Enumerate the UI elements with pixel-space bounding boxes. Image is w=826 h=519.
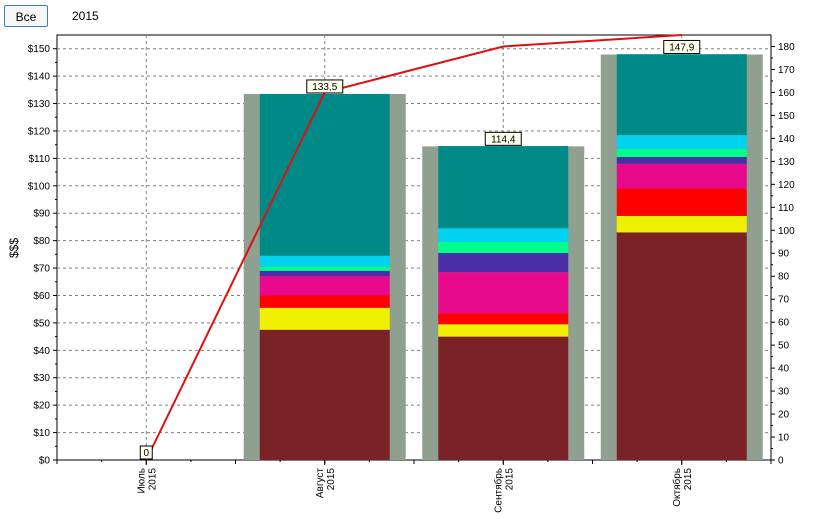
total-label-box bbox=[139, 445, 153, 460]
x-tick-label-year: 2015 bbox=[683, 468, 694, 491]
bar-segment bbox=[616, 188, 747, 216]
bar-segment bbox=[438, 242, 569, 253]
bar-segment bbox=[438, 336, 569, 460]
y-axis-left: $0 $10 $20 $30 $40 $50 $60 $70 $80 $90 $100 $110 $12… bbox=[28, 44, 57, 467]
x-tick-label-month: Июль bbox=[136, 468, 147, 494]
x-tick-label-month: Октябрь bbox=[671, 468, 683, 507]
y-tick-label: $10 bbox=[33, 428, 50, 439]
y2-tick-label: 140 bbox=[778, 134, 795, 145]
y-tick-label: $40 bbox=[33, 346, 50, 357]
bar-segment bbox=[259, 93, 390, 256]
y-tick-label: $130 bbox=[28, 99, 51, 110]
y-tick-label: $150 bbox=[28, 44, 51, 55]
y2-tick-label: 170 bbox=[778, 65, 795, 76]
toolbar: Все 2015 bbox=[0, 0, 826, 34]
y2-tick-label: 70 bbox=[778, 295, 790, 306]
tab-year-2015[interactable]: 2015 bbox=[72, 9, 99, 23]
bar-segment bbox=[259, 276, 390, 296]
y2-tick-label: 90 bbox=[778, 249, 790, 260]
y-axis-right: 0 10 20 30 40 50 60 70 80 90 100 110 120 130 140 150 160… bbox=[771, 42, 795, 467]
y-tick-label: $110 bbox=[28, 154, 50, 165]
total-label: 114,4 bbox=[491, 134, 516, 145]
y-tick-label: $80 bbox=[33, 236, 50, 247]
bar-segment bbox=[438, 324, 569, 337]
y2-tick-label: 130 bbox=[778, 157, 795, 168]
y2-tick-label: 20 bbox=[778, 410, 790, 421]
bar-segment bbox=[259, 329, 390, 460]
bar-segment bbox=[438, 252, 569, 273]
bars bbox=[243, 54, 763, 461]
bar-segment bbox=[259, 255, 390, 267]
cumulative-line-path bbox=[145, 34, 682, 461]
y2-tick-label: 0 bbox=[778, 456, 784, 467]
bar-segment bbox=[616, 135, 747, 149]
y-tick-label: $120 bbox=[28, 126, 51, 137]
y2-tick-label: 160 bbox=[778, 88, 795, 99]
y-tick-label: $70 bbox=[33, 264, 50, 275]
y2-tick-label: 100 bbox=[778, 226, 795, 237]
x-tick-label-year: 2015 bbox=[147, 468, 158, 491]
y2-tick-label: 60 bbox=[778, 318, 790, 329]
y2-tick-label: 10 bbox=[778, 433, 790, 444]
y-tick-label: $140 bbox=[28, 72, 51, 83]
total-labels: 0 133,5 114,4 147,9 bbox=[139, 39, 701, 460]
y2-tick-label: 110 bbox=[778, 203, 794, 214]
bar-segment bbox=[616, 163, 747, 189]
tab-all-button[interactable]: Все bbox=[4, 5, 48, 27]
x-tick-label-year: 2015 bbox=[504, 468, 515, 491]
total-label: 147,9 bbox=[669, 42, 694, 53]
cumulative-line bbox=[145, 34, 682, 461]
total-label-box bbox=[663, 39, 701, 54]
y-tick-label: $60 bbox=[33, 291, 50, 302]
x-tick-label-month: Сентябрь bbox=[492, 468, 504, 513]
y2-tick-label: 120 bbox=[778, 180, 795, 191]
y2-tick-label: 80 bbox=[778, 272, 790, 283]
bar-segment bbox=[616, 148, 747, 158]
bar-segment bbox=[438, 228, 569, 243]
bar-segment bbox=[259, 295, 390, 308]
y-axis-label: $$$ bbox=[7, 238, 21, 258]
bar-segment bbox=[259, 266, 390, 271]
bar-segment bbox=[616, 54, 747, 136]
total-label-box bbox=[484, 131, 522, 146]
y-tick-label: $30 bbox=[33, 373, 50, 384]
y2-tick-label: 40 bbox=[778, 364, 790, 375]
bar-segment bbox=[616, 157, 747, 164]
x-tick-label-month: Август bbox=[315, 468, 326, 499]
total-label: 0 bbox=[143, 448, 149, 459]
y2-tick-label: 30 bbox=[778, 387, 790, 398]
bar-segment bbox=[438, 313, 569, 325]
bar-segment bbox=[259, 307, 390, 330]
x-tick-label-year: 2015 bbox=[326, 468, 337, 491]
x-axis: Июль 2015 Август 2015 Сентябрь 2015 Октябрь 201… bbox=[56, 460, 772, 513]
y2-tick-label: 180 bbox=[778, 42, 795, 53]
bar-segment bbox=[616, 215, 747, 233]
total-label-box bbox=[306, 79, 344, 94]
y2-tick-label: 50 bbox=[778, 341, 790, 352]
bar-segment bbox=[438, 146, 569, 229]
y-tick-label: $20 bbox=[33, 401, 50, 412]
y-tick-label: $100 bbox=[28, 181, 51, 192]
y-tick-label: $90 bbox=[33, 209, 50, 220]
total-label: 133,5 bbox=[312, 82, 337, 93]
bar-segment bbox=[438, 272, 569, 314]
bar-segment bbox=[259, 270, 390, 277]
bar-segment bbox=[616, 232, 747, 460]
y-tick-label: $0 bbox=[39, 456, 51, 467]
y-tick-label: $50 bbox=[33, 318, 50, 329]
y2-tick-label: 150 bbox=[778, 111, 795, 122]
